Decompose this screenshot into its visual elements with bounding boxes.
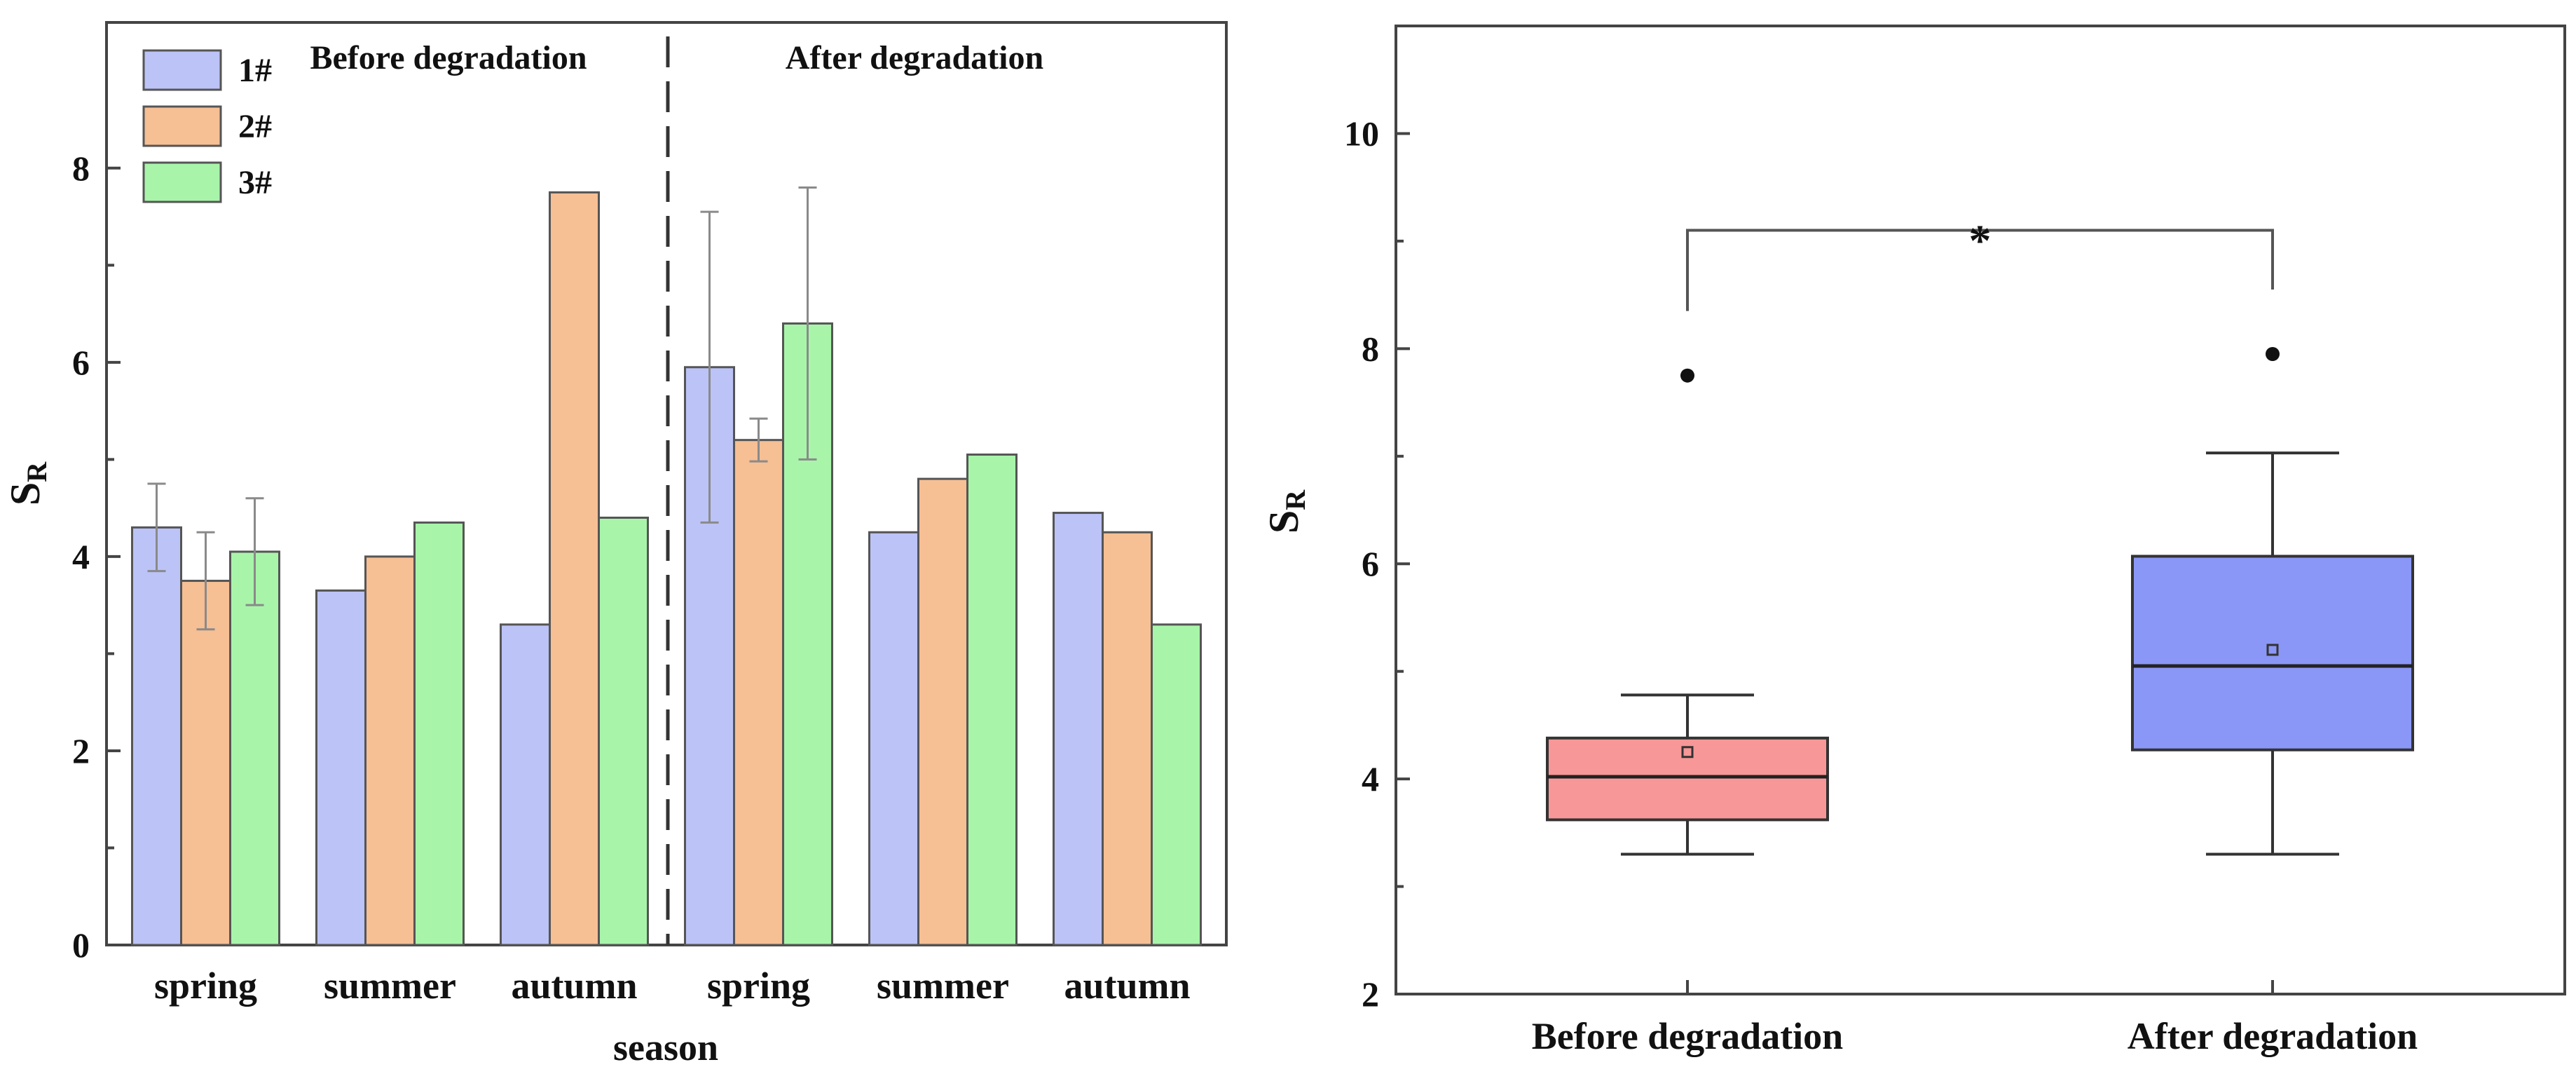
iqr-box	[1546, 736, 1829, 822]
mean-marker	[1681, 746, 1694, 759]
bar-chart-bars	[131, 191, 1202, 946]
box-plot-boxes	[1546, 347, 2414, 856]
bar-chart-legend: 1# 2# 3#	[142, 49, 272, 203]
bar-y-tick-label: 6	[72, 343, 90, 382]
bar-y-tick-label: 2	[72, 731, 90, 770]
period-label-before: Before degradation	[310, 39, 587, 76]
legend-swatch	[142, 161, 222, 203]
bar-chart-error-bars	[147, 186, 817, 631]
bar	[315, 589, 366, 946]
box-y-label-main: S	[1261, 510, 1307, 533]
bar	[598, 516, 649, 946]
bar	[229, 550, 280, 946]
bar-y-tick-label: 4	[72, 537, 90, 576]
legend-label: 2#	[238, 108, 272, 145]
bar	[549, 191, 600, 946]
bar-y-label-main: S	[2, 482, 48, 505]
legend-label: 1#	[238, 52, 272, 89]
bar-chart-y-axis: 0 2 4 6 8	[72, 149, 121, 965]
box-plot-x-axis: Before degradation After degradation	[1532, 980, 2418, 1057]
bar	[917, 477, 968, 946]
period-label-after: After degradation	[786, 39, 1043, 76]
bar-x-tick-label: spring	[154, 965, 257, 1007]
bar	[1102, 531, 1153, 946]
bar-x-tick-label: summer	[877, 965, 1009, 1007]
box-y-tick-label: 8	[1362, 329, 1379, 368]
legend-swatch	[142, 49, 222, 91]
bar	[131, 526, 182, 946]
box-y-label-sub: R	[1280, 489, 1311, 510]
bar	[966, 453, 1018, 946]
significance-marker: *	[1969, 216, 1992, 266]
bar	[180, 580, 231, 946]
box-plot-y-label: SR	[1261, 489, 1311, 533]
bar	[413, 521, 465, 946]
outlier-point	[1680, 368, 1694, 383]
bar	[868, 531, 919, 946]
bar-chart-y-label: SR	[2, 461, 53, 505]
legend-label: 3#	[238, 164, 272, 201]
bar-y-tick-label: 0	[72, 925, 90, 965]
bar-x-tick-label: spring	[707, 965, 810, 1007]
box-y-tick-label: 4	[1362, 759, 1379, 798]
box-plot-panel: 2 4 6 8 10 Before degradation After degradati…	[1261, 25, 2566, 1057]
bar-chart-x-label: season	[613, 1026, 718, 1068]
outlier-point	[2266, 347, 2280, 362]
box-x-tick-label: After degradation	[2128, 1015, 2418, 1057]
bar	[500, 623, 551, 946]
bar	[1151, 623, 1202, 946]
box-y-tick-label: 10	[1344, 114, 1379, 153]
significance-bracket-line	[1686, 229, 2274, 311]
mean-marker	[2266, 644, 2279, 656]
box-plot-y-axis: 2 4 6 8 10	[1344, 114, 1410, 1014]
bar-y-tick-label: 8	[72, 149, 90, 188]
iqr-box	[2131, 555, 2414, 752]
significance-bracket: *	[1686, 216, 2274, 311]
box-y-tick-label: 6	[1362, 544, 1379, 583]
bar-chart-panel: 0 2 4 6 8 spring summer autumn spring summer autu…	[2, 21, 1228, 1068]
bar-y-label-sub: R	[21, 461, 53, 482]
box-y-tick-label: 2	[1362, 974, 1379, 1014]
bar	[1053, 512, 1104, 946]
bar-x-tick-label: autumn	[1064, 965, 1190, 1007]
box-plot-frame	[1395, 25, 2566, 995]
box-x-tick-label: Before degradation	[1532, 1015, 1843, 1057]
bar-chart-x-axis: spring summer autumn spring summer autumn	[154, 931, 1191, 1007]
legend-swatch	[142, 105, 222, 147]
bar-x-tick-label: summer	[324, 965, 456, 1007]
bar	[733, 439, 784, 946]
bar	[364, 555, 416, 946]
bar-x-tick-label: autumn	[511, 965, 637, 1007]
